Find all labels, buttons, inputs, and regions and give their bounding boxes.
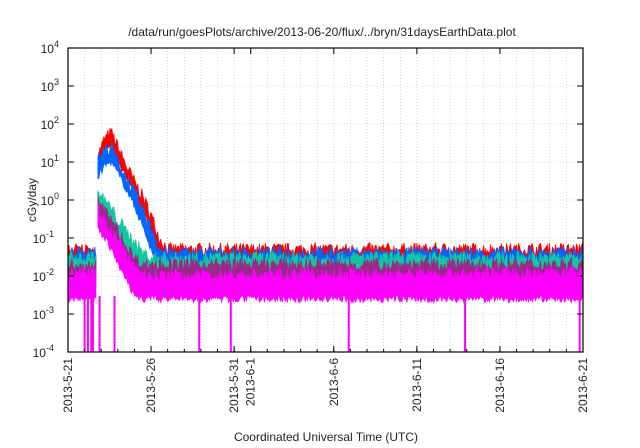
y-tick-exponent: 2 — [54, 115, 59, 125]
y-tick-label: 10-3 — [33, 305, 54, 322]
x-tick-label: 2013-6-11 — [410, 358, 424, 412]
y-tick-exponent: -3 — [46, 305, 54, 315]
y-tick-exponent: 1 — [54, 153, 59, 163]
y-tick-exponent: -2 — [46, 267, 54, 277]
axes: 10410310210110010-110-210-310-42013-5-21… — [33, 39, 590, 413]
x-tick-label: 2013-6-1 — [244, 358, 258, 406]
y-axis-label: cGy/day — [25, 178, 39, 222]
y-tick-exponent: -4 — [46, 343, 54, 353]
x-axis-label: Coordinated Universal Time (UTC) — [234, 430, 418, 444]
series-group — [67, 127, 583, 352]
series-magenta — [97, 204, 583, 304]
y-tick-label: 102 — [41, 115, 59, 132]
y-tick-label: 10-4 — [33, 343, 54, 360]
x-tick-label: 2013-6-21 — [576, 358, 590, 413]
x-tick-label: 2013-6-16 — [493, 358, 507, 413]
y-tick-label: 100 — [41, 191, 59, 208]
y-tick-label: 103 — [41, 77, 59, 94]
y-tick-label: 10-1 — [33, 229, 54, 246]
x-tick-label: 2013-5-26 — [144, 358, 158, 413]
y-tick-label: 104 — [41, 39, 59, 56]
y-tick-exponent: 4 — [54, 39, 59, 49]
series-magenta-pre — [67, 267, 97, 304]
chart-title: /data/run/goesPlots/archive/2013-06-20/f… — [128, 25, 516, 39]
plot-frame — [67, 47, 584, 353]
y-tick-exponent: -1 — [46, 229, 54, 239]
y-tick-label: 10-2 — [33, 267, 54, 284]
y-tick-exponent: 0 — [54, 191, 59, 201]
x-tick-label: 2013-5-21 — [61, 358, 75, 413]
x-tick-label: 2013-5-31 — [227, 358, 241, 413]
y-tick-label: 101 — [41, 153, 59, 170]
x-tick-label: 2013-6-6 — [327, 358, 341, 406]
y-tick-exponent: 3 — [54, 77, 59, 87]
